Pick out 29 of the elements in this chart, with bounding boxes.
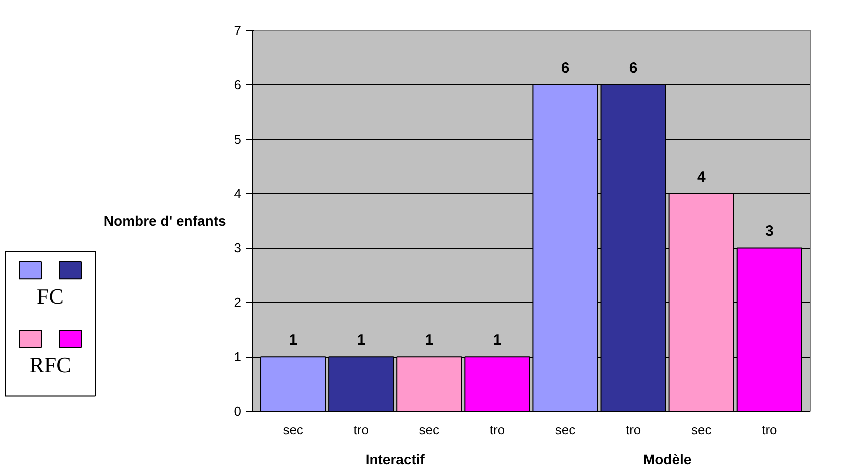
x-tick-label: tro [490,422,506,438]
data-label: 4 [697,168,706,186]
x-tick-label: sec [283,422,304,438]
y-tick-label: 7 [234,23,242,38]
data-label: 6 [629,60,638,77]
data-label: 1 [357,332,366,350]
y-tick-label: 5 [234,132,242,147]
y-tick-label: 0 [234,404,242,419]
y-tick-label: 3 [234,240,242,256]
y-tick-label: 6 [234,77,242,92]
legend-label: FC [37,284,64,309]
data-label: 1 [493,332,502,350]
text: Interactif [366,452,426,468]
y-tick-label: 4 [234,186,242,202]
data-label: 3 [766,223,774,240]
data-label: 1 [425,332,434,350]
y-tick-label: 1 [234,350,242,365]
x-tick-label: tro [626,422,642,438]
y-tick-label: 2 [234,295,242,310]
x-tick-label: sec [555,422,576,438]
x-tick-label: sec [692,422,712,438]
text: Modèle [643,452,692,468]
data-label: 6 [561,60,570,77]
data-label: 1 [289,332,298,350]
y-axis-title: Nombre d' enfants [104,213,226,229]
x-tick-label: sec [419,422,440,438]
legend-label: RFC [30,352,72,378]
x-tick-label: tro [762,422,778,438]
x-tick-label: tro [354,422,369,438]
